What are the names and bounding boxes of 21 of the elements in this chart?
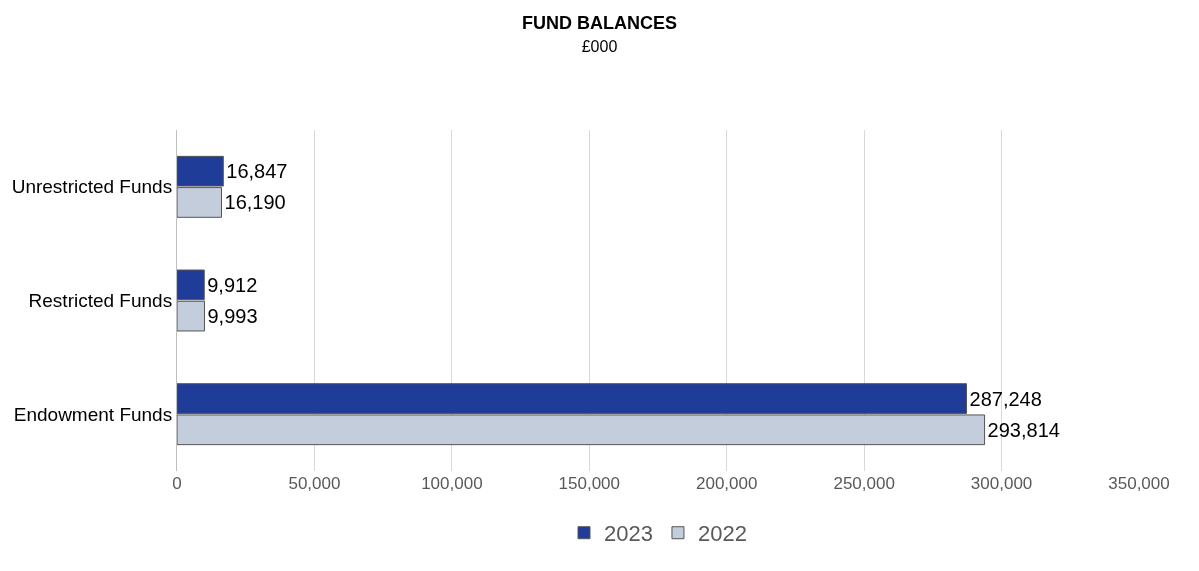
y-tick-label: Endowment Funds xyxy=(13,403,173,425)
data-label: 16,190 xyxy=(224,191,286,214)
x-tick-label: 150,000 xyxy=(558,474,621,493)
data-label: 9,912 xyxy=(207,273,258,296)
legend-label: 2022 xyxy=(697,521,747,547)
x-tick-label: 200,000 xyxy=(695,474,758,493)
data-label: 287,248 xyxy=(969,387,1042,410)
data-label: 9,993 xyxy=(207,305,258,328)
x-tick-label: 250,000 xyxy=(833,474,895,493)
x-tick-label: 0 xyxy=(172,474,182,493)
y-tick-label: Restricted Funds xyxy=(28,290,173,312)
x-tick-label: 50,000 xyxy=(288,474,341,493)
x-tick-label: 350,000 xyxy=(1108,474,1170,493)
x-tick-label: 100,000 xyxy=(421,474,483,493)
data-label: 16,847 xyxy=(226,160,288,183)
y-tick-label: Unrestricted Funds xyxy=(11,176,173,198)
chart-title: FUND BALANCES xyxy=(522,12,677,33)
data-label: 293,814 xyxy=(987,418,1060,441)
x-tick-label: 300,000 xyxy=(970,474,1033,493)
chart-subtitle: £000 xyxy=(581,37,618,55)
legend-label: 2023 xyxy=(604,521,653,547)
